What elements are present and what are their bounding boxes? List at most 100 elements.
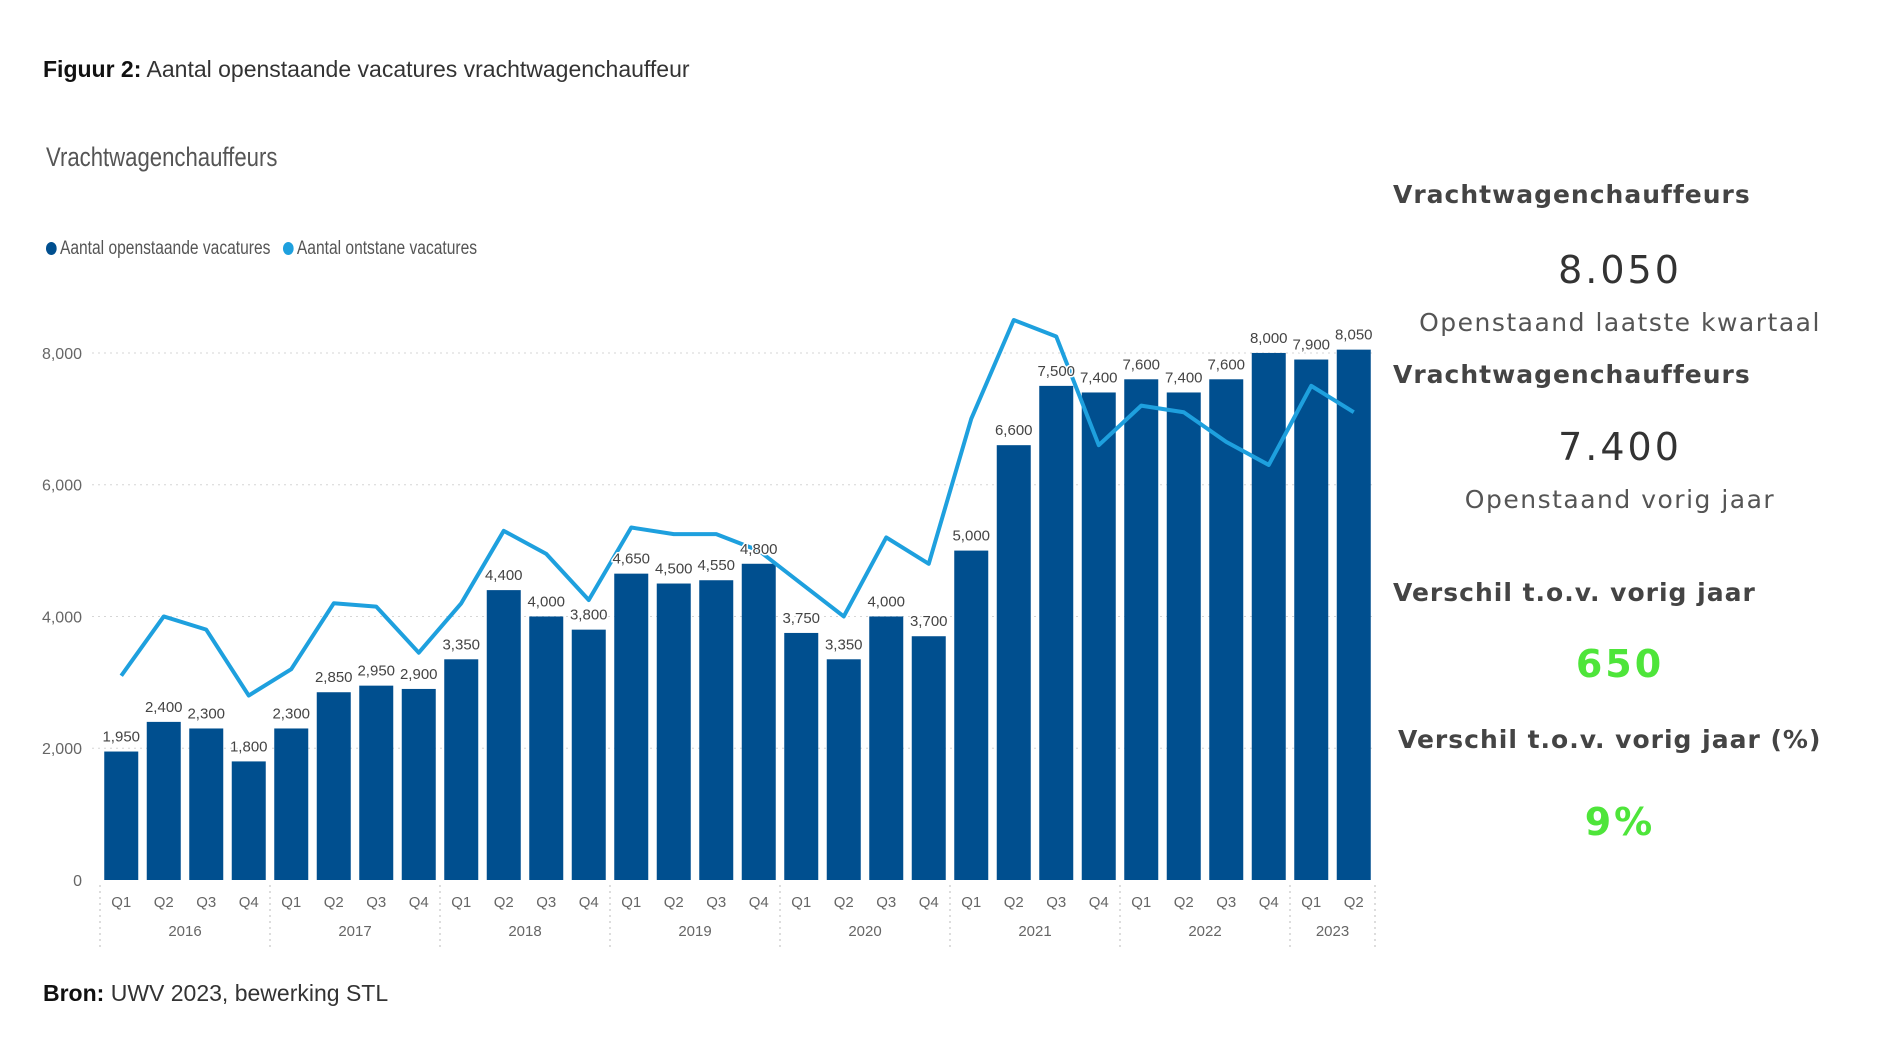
figure-caption-label: Figuur 2: bbox=[43, 56, 142, 82]
bar-data-label: 3,700 bbox=[910, 613, 948, 630]
bar-data-label: 7,400 bbox=[1080, 369, 1118, 386]
y-tick-label: 2,000 bbox=[42, 741, 82, 758]
bar-data-label: 7,500 bbox=[1037, 363, 1075, 380]
year-label: 2022 bbox=[1188, 923, 1221, 940]
x-tick-label: Q1 bbox=[281, 894, 301, 911]
y-tick-label: 4,000 bbox=[42, 609, 82, 626]
kpi-diff-title: Verschil t.o.v. vorig jaar bbox=[1393, 578, 1756, 607]
kpi-previous-title: Vrachtwagenchauffeurs bbox=[1393, 360, 1751, 389]
kpi-current-title: Vrachtwagenchauffeurs bbox=[1393, 180, 1751, 209]
year-label: 2018 bbox=[508, 923, 541, 940]
x-tick-label: Q4 bbox=[1089, 894, 1109, 911]
bar-data-label: 4,000 bbox=[527, 593, 565, 610]
x-tick-label: Q2 bbox=[1004, 894, 1024, 911]
bar-openstaande bbox=[401, 688, 436, 880]
x-tick-label: Q3 bbox=[196, 894, 216, 911]
bar-data-label: 6,600 bbox=[995, 422, 1033, 439]
bar-openstaande bbox=[826, 659, 861, 880]
kpi-current-value: 8.050 bbox=[1558, 248, 1682, 292]
bar-data-label: 2,900 bbox=[400, 666, 438, 683]
x-tick-label: Q3 bbox=[536, 894, 556, 911]
x-tick-label: Q4 bbox=[409, 894, 429, 911]
bar-openstaande bbox=[189, 728, 224, 880]
x-tick-label: Q4 bbox=[919, 894, 939, 911]
bar-openstaande bbox=[614, 573, 649, 880]
bar-data-label: 1,950 bbox=[102, 729, 140, 746]
bar-openstaande bbox=[784, 632, 819, 880]
bar-data-label: 4,500 bbox=[655, 561, 693, 578]
bar-data-label: 4,550 bbox=[697, 557, 735, 574]
x-tick-label: Q2 bbox=[494, 894, 514, 911]
bar-openstaande bbox=[1166, 392, 1201, 880]
x-tick-label: Q3 bbox=[366, 894, 386, 911]
bar-openstaande bbox=[954, 550, 989, 880]
kpi-previous-sub: Openstaand vorig jaar bbox=[1464, 485, 1776, 514]
chart-title: Vrachtwagenchauffeurs bbox=[46, 142, 278, 172]
chart-legend: Aantal openstaande vacatures Aantal onts… bbox=[46, 238, 485, 260]
bar-openstaande bbox=[486, 590, 521, 880]
bar-openstaande bbox=[104, 751, 139, 880]
bar-openstaande bbox=[146, 721, 181, 880]
bar-data-label: 4,650 bbox=[612, 551, 650, 568]
bar-data-label: 4,000 bbox=[867, 593, 905, 610]
x-tick-label: Q3 bbox=[1046, 894, 1066, 911]
kpi-current-sub: Openstaand laatste kwartaal bbox=[1419, 308, 1821, 337]
line-ontstane bbox=[119, 318, 1355, 698]
bar-openstaande bbox=[359, 685, 394, 880]
bar-data-label: 2,300 bbox=[187, 705, 225, 722]
kpi-diff-pct-title: Verschil t.o.v. vorig jaar (%) bbox=[1398, 725, 1822, 754]
bar-data-label: 1,800 bbox=[230, 738, 268, 755]
legend-dot-line bbox=[282, 242, 294, 255]
bar-data-label: 3,350 bbox=[442, 636, 480, 653]
bar-openstaande bbox=[571, 629, 606, 880]
x-tick-label: Q4 bbox=[239, 894, 259, 911]
x-tick-label: Q3 bbox=[876, 894, 896, 911]
x-tick-label: Q4 bbox=[749, 894, 769, 911]
bar-openstaande bbox=[529, 616, 564, 880]
x-tick-label: Q3 bbox=[706, 894, 726, 911]
bar-data-label: 2,300 bbox=[272, 705, 310, 722]
bar-data-label: 3,800 bbox=[570, 607, 608, 624]
bar-openstaande bbox=[741, 563, 776, 880]
bar-openstaande bbox=[444, 659, 479, 880]
bar-openstaande bbox=[996, 445, 1031, 880]
x-tick-label: Q1 bbox=[961, 894, 981, 911]
x-tick-label: Q2 bbox=[154, 894, 174, 911]
legend-label-ontstane: Aantal ontstane vacatures bbox=[296, 238, 478, 259]
kpi-diff-pct-value: 9% bbox=[1584, 800, 1656, 844]
figure-caption: Figuur 2: Aantal openstaande vacatures v… bbox=[43, 56, 690, 83]
x-tick-label: Q1 bbox=[111, 894, 131, 911]
figure-caption-text: Aantal openstaande vacatures vrachtwagen… bbox=[146, 56, 690, 82]
y-tick-label: 8,000 bbox=[42, 346, 82, 363]
legend-item-openstaande[interactable]: Aantal openstaande vacatures bbox=[46, 238, 270, 259]
bar-openstaande bbox=[1124, 379, 1159, 880]
year-label: 2021 bbox=[1018, 923, 1051, 940]
bar-openstaande bbox=[1039, 385, 1074, 880]
x-tick-label: Q4 bbox=[1259, 894, 1279, 911]
year-label: 2016 bbox=[168, 923, 201, 940]
x-tick-label: Q2 bbox=[664, 894, 684, 911]
year-label: 2017 bbox=[338, 923, 371, 940]
bar-openstaande bbox=[656, 583, 691, 880]
bar-openstaande bbox=[1336, 349, 1371, 880]
bar-openstaande bbox=[1251, 352, 1286, 880]
x-tick-label: Q4 bbox=[579, 894, 599, 911]
year-label: 2020 bbox=[848, 923, 881, 940]
source-label: Bron: bbox=[43, 980, 105, 1006]
source-text: UWV 2023, bewerking STL bbox=[110, 980, 389, 1006]
bar-openstaande bbox=[231, 761, 266, 880]
legend-dot-bar bbox=[46, 242, 57, 255]
kpi-previous-value: 7.400 bbox=[1558, 425, 1682, 469]
y-tick-label: 0 bbox=[73, 873, 82, 890]
bar-data-label: 5,000 bbox=[952, 528, 990, 545]
x-tick-label: Q1 bbox=[621, 894, 641, 911]
x-tick-label: Q1 bbox=[451, 894, 471, 911]
bar-data-label: 7,600 bbox=[1207, 356, 1245, 373]
x-tick-label: Q2 bbox=[834, 894, 854, 911]
bar-data-label: 7,900 bbox=[1292, 337, 1330, 354]
bar-data-label: 7,600 bbox=[1122, 356, 1160, 373]
x-tick-label: Q2 bbox=[1344, 894, 1364, 911]
bar-openstaande bbox=[1081, 392, 1116, 880]
legend-item-ontstane[interactable]: Aantal ontstane vacatures bbox=[282, 238, 478, 259]
